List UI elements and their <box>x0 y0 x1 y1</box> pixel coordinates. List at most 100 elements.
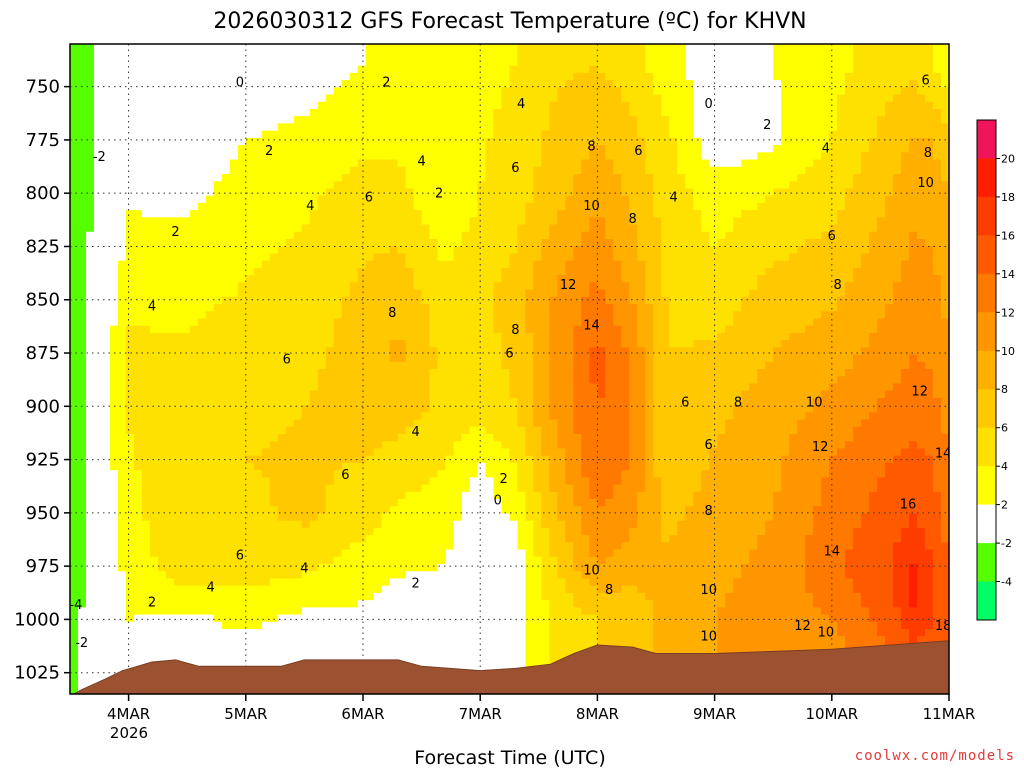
field-cell <box>317 195 327 204</box>
field-cell <box>173 477 183 486</box>
field-cell <box>261 137 271 146</box>
field-cell <box>445 419 455 428</box>
field-cell <box>349 166 359 175</box>
field-cell <box>477 361 487 370</box>
field-cell <box>461 592 471 601</box>
field-cell <box>469 80 479 88</box>
field-cell <box>197 426 207 435</box>
field-cell <box>437 383 447 392</box>
field-cell <box>349 210 359 218</box>
field-cell <box>341 137 351 146</box>
field-cell <box>349 376 359 385</box>
field-cell <box>85 499 95 507</box>
field-cell <box>341 491 351 500</box>
field-cell <box>357 390 367 399</box>
field-cell <box>85 513 95 522</box>
field-cell <box>117 318 127 327</box>
field-cell <box>357 578 367 587</box>
field-cell <box>477 665 487 673</box>
field-cell <box>141 390 151 399</box>
field-cell <box>197 629 207 637</box>
field-cell <box>149 318 159 327</box>
field-cell <box>317 289 327 298</box>
field-cell <box>301 116 311 125</box>
field-cell <box>149 499 159 507</box>
field-cell <box>253 441 263 450</box>
field-cell <box>429 614 439 623</box>
field-cell <box>429 607 439 616</box>
field-cell <box>389 44 399 52</box>
field-cell <box>269 296 279 305</box>
field-cell <box>93 275 103 283</box>
field-cell <box>373 159 383 168</box>
field-cell <box>285 282 295 291</box>
field-cell <box>189 470 199 478</box>
field-cell <box>461 65 471 74</box>
field-cell <box>141 607 151 616</box>
field-cell <box>85 434 95 442</box>
field-cell <box>173 51 183 60</box>
field-cell <box>141 325 151 334</box>
field-cell <box>173 159 183 168</box>
field-cell <box>277 65 287 74</box>
field-cell <box>197 217 207 226</box>
field-cell <box>269 137 279 146</box>
field-cell <box>205 556 215 565</box>
field-cell <box>181 311 191 320</box>
field-cell <box>109 361 119 370</box>
field-cell <box>349 571 359 580</box>
field-cell <box>309 101 319 110</box>
field-cell <box>349 311 359 320</box>
field-cell <box>205 629 215 637</box>
field-cell <box>389 643 399 652</box>
field-cell <box>389 72 399 81</box>
field-cell <box>485 614 495 623</box>
field-cell <box>309 123 319 132</box>
field-cell <box>70 513 79 522</box>
field-cell <box>485 246 495 255</box>
field-cell <box>269 499 279 507</box>
field-cell <box>501 535 511 543</box>
field-cell <box>197 116 207 125</box>
field-cell <box>389 470 399 478</box>
field-cell <box>133 325 143 334</box>
field-cell <box>285 72 295 81</box>
field-cell <box>181 166 191 175</box>
field-cell <box>469 217 479 226</box>
field-cell <box>229 260 239 269</box>
field-cell <box>117 123 127 132</box>
field-cell <box>509 361 519 370</box>
field-cell <box>237 441 247 450</box>
field-cell <box>349 390 359 399</box>
field-cell <box>229 224 239 233</box>
field-cell <box>277 549 287 558</box>
field-cell <box>397 318 407 327</box>
field-cell <box>469 491 479 500</box>
field-cell <box>213 455 223 464</box>
field-cell <box>229 51 239 60</box>
field-cell <box>157 650 167 659</box>
field-cell <box>437 491 447 500</box>
field-cell <box>317 311 327 320</box>
field-cell <box>357 202 367 211</box>
field-cell <box>461 419 471 428</box>
field-cell <box>341 51 351 60</box>
field-cell <box>405 354 415 363</box>
field-cell <box>277 556 287 565</box>
field-cell <box>205 304 215 312</box>
field-cell <box>349 87 359 96</box>
field-cell <box>365 202 375 211</box>
field-cell <box>357 643 367 652</box>
field-cell <box>269 448 279 457</box>
field-cell <box>157 621 167 630</box>
field-cell <box>461 621 471 630</box>
field-cell <box>349 535 359 543</box>
field-cell <box>189 325 199 334</box>
field-cell <box>357 571 367 580</box>
field-cell <box>77 275 87 283</box>
field-cell <box>101 361 111 370</box>
field-cell <box>453 571 463 580</box>
field-cell <box>461 267 471 276</box>
field-cell <box>429 405 439 413</box>
field-cell <box>389 527 399 536</box>
